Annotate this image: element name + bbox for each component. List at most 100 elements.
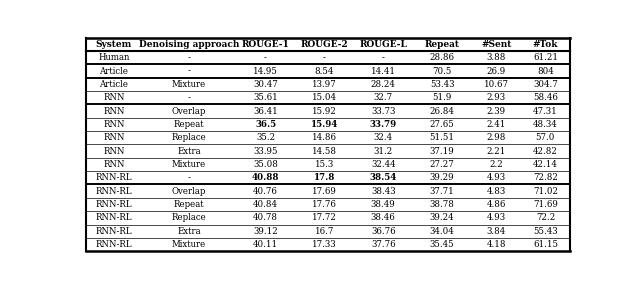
- Text: Article: Article: [99, 80, 129, 89]
- Text: -: -: [188, 53, 191, 62]
- Text: 15.3: 15.3: [315, 160, 334, 169]
- Text: 2.41: 2.41: [486, 120, 506, 129]
- Text: RNN: RNN: [103, 93, 125, 102]
- Text: 38.43: 38.43: [371, 187, 396, 196]
- Text: 27.27: 27.27: [429, 160, 454, 169]
- Text: 32.4: 32.4: [374, 133, 393, 142]
- Text: ROUGE-2: ROUGE-2: [301, 40, 348, 49]
- Text: 28.24: 28.24: [371, 80, 396, 89]
- Text: 39.29: 39.29: [429, 173, 454, 182]
- Text: 10.67: 10.67: [484, 80, 509, 89]
- Text: 14.95: 14.95: [253, 67, 278, 76]
- Text: 33.95: 33.95: [253, 147, 278, 156]
- Text: 804: 804: [537, 67, 554, 76]
- Text: 14.41: 14.41: [371, 67, 396, 76]
- Text: 42.82: 42.82: [533, 147, 558, 156]
- Text: 8.54: 8.54: [315, 67, 334, 76]
- Text: 14.86: 14.86: [312, 133, 337, 142]
- Text: 4.18: 4.18: [486, 240, 506, 249]
- Text: 40.11: 40.11: [253, 240, 278, 249]
- Text: 33.79: 33.79: [370, 120, 397, 129]
- Text: 36.76: 36.76: [371, 227, 396, 236]
- Text: Replace: Replace: [172, 133, 207, 142]
- Text: 26.84: 26.84: [429, 107, 454, 116]
- Text: Article: Article: [99, 67, 129, 76]
- Text: 2.39: 2.39: [486, 107, 506, 116]
- Text: 17.72: 17.72: [312, 213, 337, 222]
- Text: 35.2: 35.2: [256, 133, 275, 142]
- Text: 17.8: 17.8: [314, 173, 335, 182]
- Text: #Sent: #Sent: [481, 40, 511, 49]
- Text: 17.33: 17.33: [312, 240, 337, 249]
- Text: 27.65: 27.65: [429, 120, 454, 129]
- Text: 2.21: 2.21: [486, 147, 506, 156]
- Text: 55.43: 55.43: [533, 227, 557, 236]
- Text: RNN: RNN: [103, 120, 125, 129]
- Text: ROUGE-L: ROUGE-L: [359, 40, 407, 49]
- Text: 30.47: 30.47: [253, 80, 278, 89]
- Text: 15.92: 15.92: [312, 107, 337, 116]
- Text: 38.78: 38.78: [429, 200, 454, 209]
- Text: 4.86: 4.86: [486, 200, 506, 209]
- Text: -: -: [188, 67, 191, 76]
- Text: 47.31: 47.31: [533, 107, 558, 116]
- Text: 26.9: 26.9: [486, 67, 506, 76]
- Text: 39.12: 39.12: [253, 227, 278, 236]
- Text: 61.15: 61.15: [533, 240, 558, 249]
- Text: 35.61: 35.61: [253, 93, 278, 102]
- Text: 37.19: 37.19: [429, 147, 454, 156]
- Text: 72.2: 72.2: [536, 213, 555, 222]
- Text: -: -: [264, 53, 267, 62]
- Text: Repeat: Repeat: [173, 120, 204, 129]
- Text: -: -: [381, 53, 385, 62]
- Text: 36.5: 36.5: [255, 120, 276, 129]
- Text: 38.46: 38.46: [371, 213, 396, 222]
- Text: RNN-RL: RNN-RL: [95, 213, 132, 222]
- Text: System: System: [96, 40, 132, 49]
- Text: RNN-RL: RNN-RL: [95, 200, 132, 209]
- Text: 40.76: 40.76: [253, 187, 278, 196]
- Text: 304.7: 304.7: [533, 80, 558, 89]
- Text: 2.2: 2.2: [489, 160, 503, 169]
- Text: 61.21: 61.21: [533, 53, 558, 62]
- Text: RNN: RNN: [103, 107, 125, 116]
- Text: -: -: [323, 53, 326, 62]
- Text: 38.49: 38.49: [371, 200, 396, 209]
- Text: 72.82: 72.82: [533, 173, 558, 182]
- Text: 40.78: 40.78: [253, 213, 278, 222]
- Text: RNN-RL: RNN-RL: [95, 227, 132, 236]
- Text: 51.51: 51.51: [429, 133, 454, 142]
- Text: 37.71: 37.71: [429, 187, 454, 196]
- Text: RNN-RL: RNN-RL: [95, 187, 132, 196]
- Text: 58.46: 58.46: [533, 93, 558, 102]
- Text: 71.69: 71.69: [533, 200, 558, 209]
- Text: Extra: Extra: [177, 147, 201, 156]
- Text: Repeat: Repeat: [424, 40, 460, 49]
- Text: 40.88: 40.88: [252, 173, 279, 182]
- Text: 35.45: 35.45: [429, 240, 454, 249]
- Text: 4.93: 4.93: [486, 173, 506, 182]
- Text: 42.14: 42.14: [533, 160, 558, 169]
- Text: RNN-RL: RNN-RL: [95, 240, 132, 249]
- Text: Human: Human: [99, 53, 130, 62]
- Text: RNN-RL: RNN-RL: [95, 173, 132, 182]
- Text: 34.04: 34.04: [429, 227, 454, 236]
- Text: Repeat: Repeat: [173, 200, 204, 209]
- Text: 38.54: 38.54: [369, 173, 397, 182]
- Text: 4.93: 4.93: [486, 213, 506, 222]
- Text: 51.9: 51.9: [433, 93, 452, 102]
- Text: 2.98: 2.98: [486, 133, 506, 142]
- Text: Overlap: Overlap: [172, 187, 206, 196]
- Text: 53.43: 53.43: [430, 80, 454, 89]
- Text: 70.5: 70.5: [433, 67, 452, 76]
- Text: 32.44: 32.44: [371, 160, 396, 169]
- Text: Mixture: Mixture: [172, 80, 206, 89]
- Text: Replace: Replace: [172, 213, 207, 222]
- Text: 48.34: 48.34: [533, 120, 558, 129]
- Text: 57.0: 57.0: [536, 133, 555, 142]
- Text: 35.08: 35.08: [253, 160, 278, 169]
- Text: 15.04: 15.04: [312, 93, 337, 102]
- Text: -: -: [188, 93, 191, 102]
- Text: 40.84: 40.84: [253, 200, 278, 209]
- Text: #Tok: #Tok: [532, 40, 558, 49]
